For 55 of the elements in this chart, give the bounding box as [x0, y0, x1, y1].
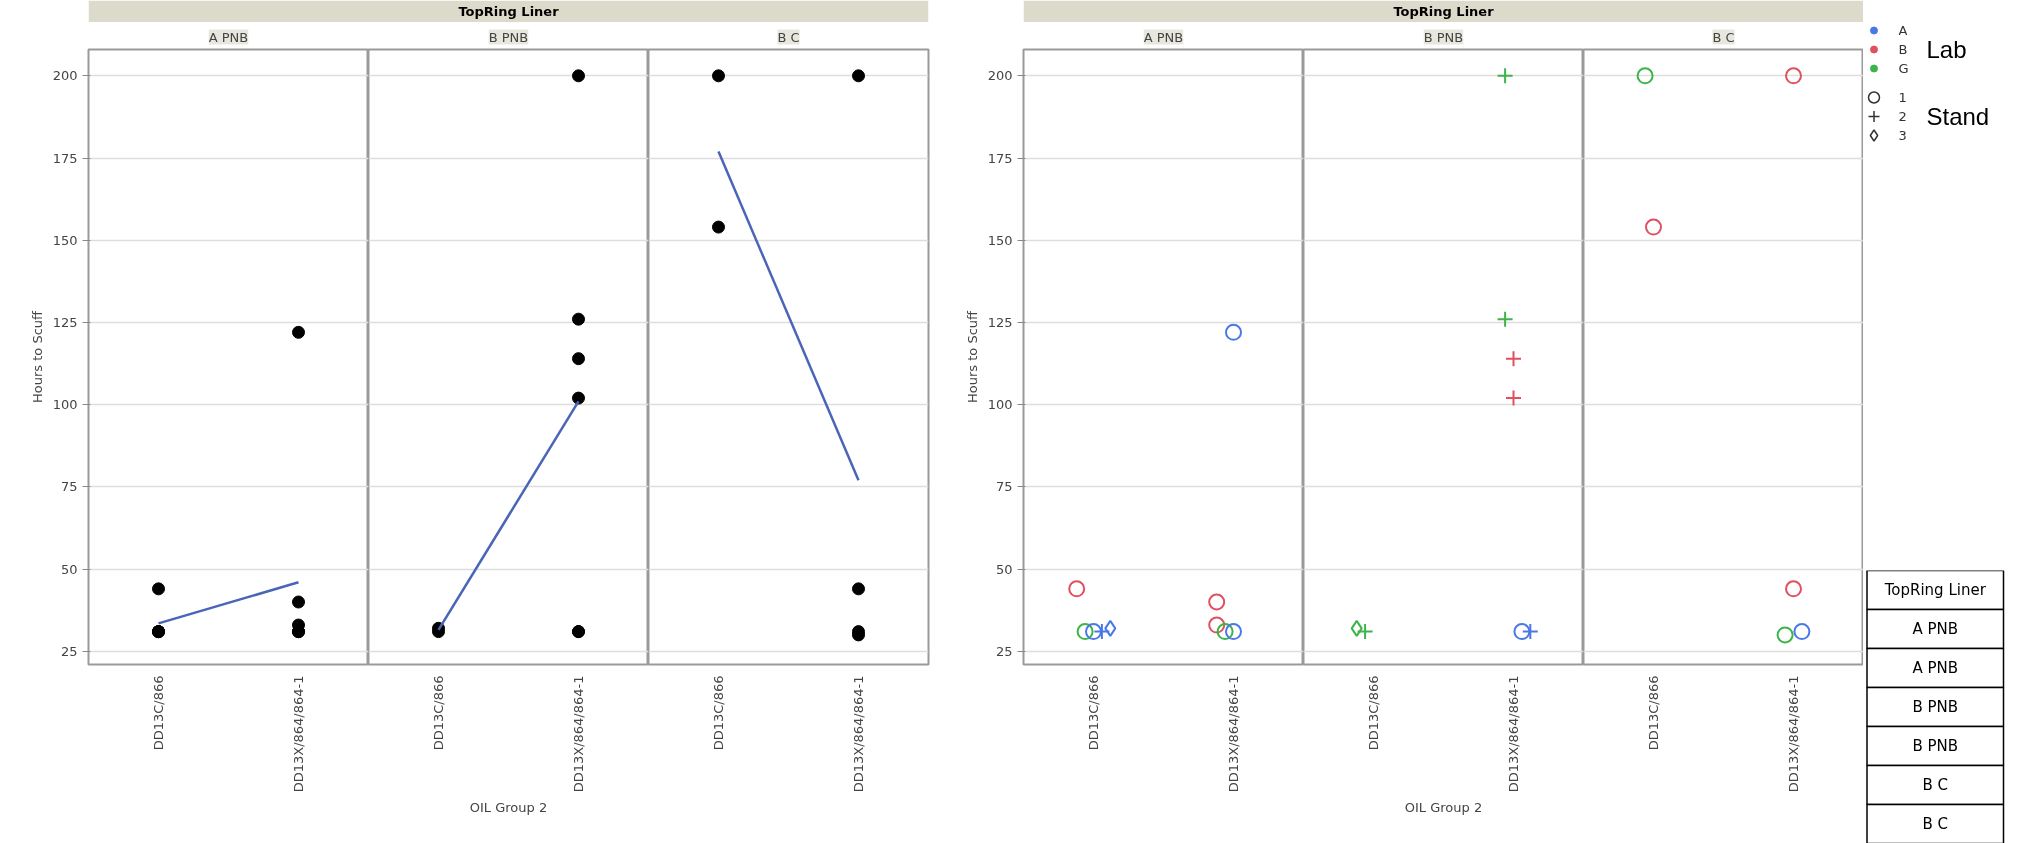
chart-title: B PNB: [1423, 29, 1464, 45]
legend-label: 1: [1898, 90, 1907, 105]
text: TopRing Liner: [1883, 581, 1987, 599]
x-tick-label: DD13C/866: [1366, 675, 1381, 751]
y-tick-label: 75: [60, 479, 78, 495]
y-tick-label: 25: [995, 643, 1013, 659]
x-tick-label: DD13C/866: [151, 675, 166, 751]
chart-title: B C: [777, 29, 800, 45]
y-tick-label: 75: [995, 479, 1013, 495]
y-axis-title: Hours to Scuff: [29, 309, 45, 403]
y-tick-label: 175: [987, 150, 1013, 166]
x-tick-label: DD13X/864/864-1: [571, 675, 586, 793]
y-tick-label: 150: [52, 232, 78, 248]
text: A PNB: [1912, 620, 1959, 638]
text: TopRing Liner: [458, 4, 560, 19]
y-tick-label: 200: [52, 68, 78, 84]
x-tick-label: DD13C/866: [1646, 675, 1661, 751]
chart-title: A PNB: [1143, 29, 1184, 45]
y-tick-label: 175: [52, 150, 78, 166]
x-tick-label: DD13C/866: [431, 675, 446, 751]
x-tick-label: DD13X/864/864-1: [851, 675, 866, 793]
x-axis-title: OIL Group 2: [1404, 800, 1483, 816]
x-tick-label: DD13C/866: [711, 675, 726, 751]
y-tick-label: 100: [987, 397, 1013, 413]
y-tick-label: 50: [60, 561, 78, 577]
text: A PNB: [1912, 659, 1959, 677]
y-tick-label: 125: [987, 314, 1013, 330]
text: Stand: [1926, 103, 1990, 130]
y-tick-label: 50: [995, 561, 1013, 577]
chart-title: A PNB: [208, 29, 249, 45]
x-tick-label: DD13X/864/864-1: [1786, 675, 1801, 793]
x-tick-label: DD13C/866: [1086, 675, 1101, 751]
x-tick-label: DD13X/864/864-1: [291, 675, 306, 793]
text: B C: [1922, 815, 1949, 833]
y-tick-label: 125: [52, 314, 78, 330]
y-tick-label: 25: [60, 643, 78, 659]
text: B C: [1922, 776, 1949, 794]
chart-title: B C: [1712, 29, 1735, 45]
legend-label: B: [1898, 42, 1908, 57]
y-axis-title: Hours to Scuff: [964, 309, 980, 403]
legend-label: 2: [1898, 109, 1907, 124]
y-tick-label: 200: [987, 68, 1013, 84]
legend-label: 3: [1898, 128, 1907, 143]
x-tick-label: DD13X/864/864-1: [1226, 675, 1241, 793]
text: Lab: [1926, 36, 1967, 63]
y-tick-label: 100: [52, 397, 78, 413]
legend-label: G: [1898, 61, 1909, 76]
chart-title: B PNB: [488, 29, 529, 45]
text: B PNB: [1912, 698, 1959, 716]
text: B PNB: [1912, 737, 1959, 755]
text: TopRing Liner: [1393, 4, 1495, 19]
x-tick-label: DD13X/864/864-1: [1506, 675, 1521, 793]
legend-label: A: [1898, 23, 1908, 38]
x-axis-title: OIL Group 2: [469, 800, 548, 816]
y-tick-label: 150: [987, 232, 1013, 248]
